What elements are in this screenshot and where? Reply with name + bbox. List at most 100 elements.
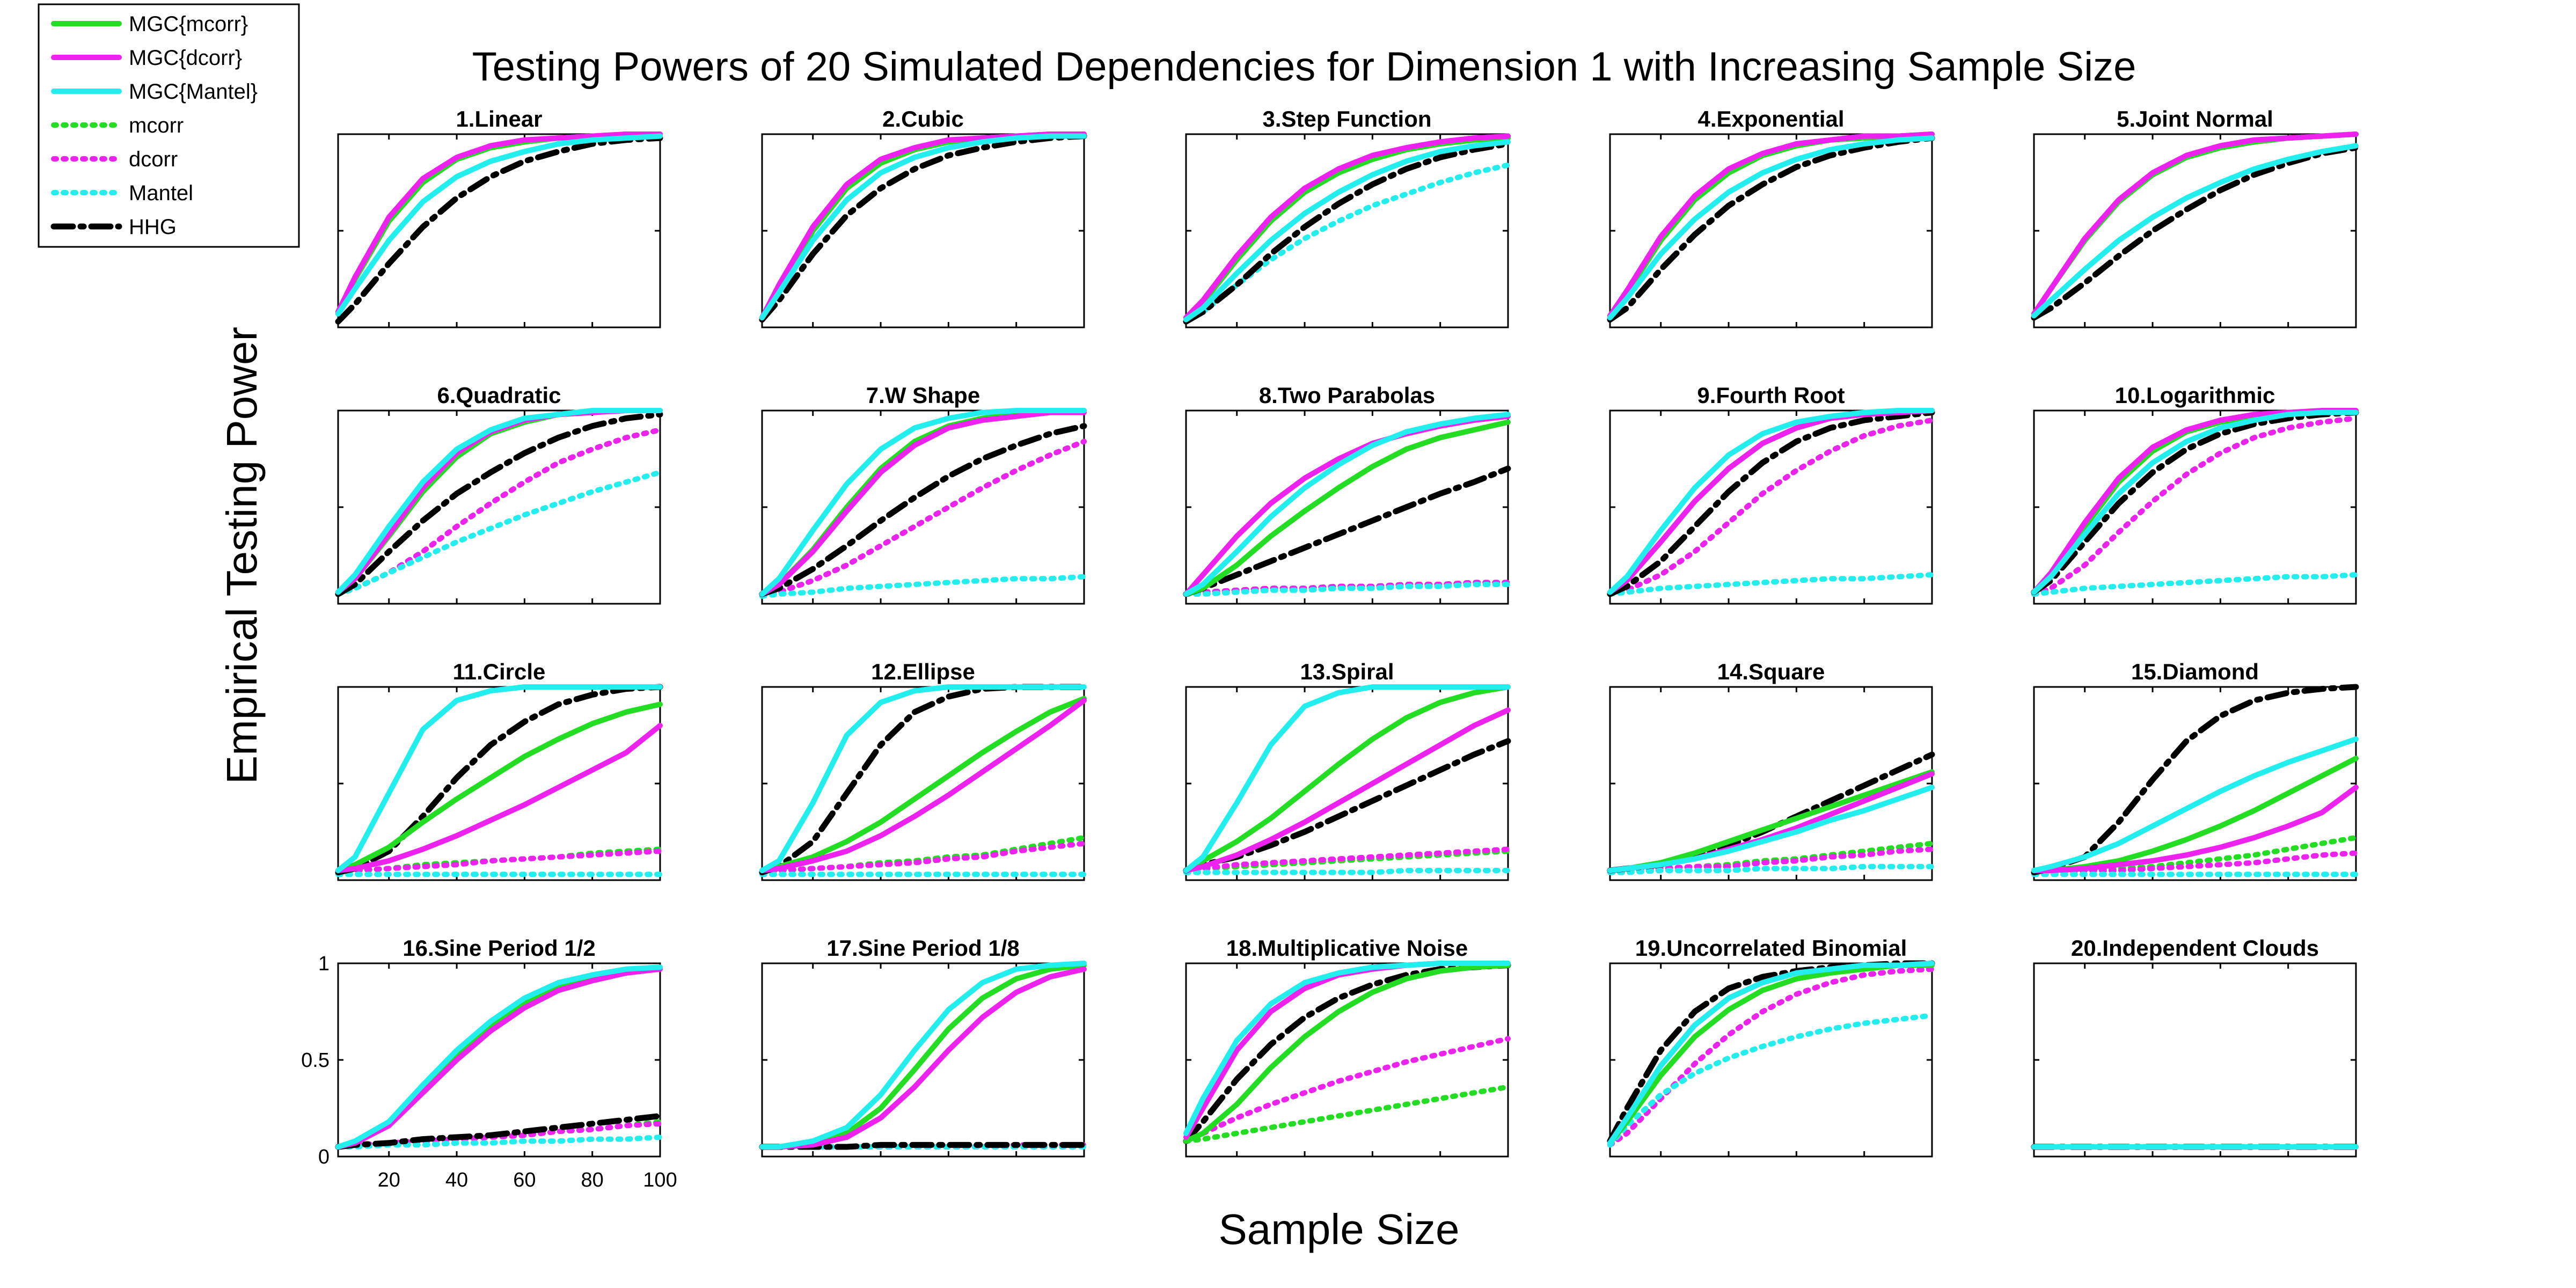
- series-mantel: [1607, 572, 1935, 597]
- series-hhg: [335, 411, 663, 597]
- series-mantel: [759, 574, 1087, 599]
- series-mantel: [2031, 572, 2359, 597]
- series-mgc-mantel: [335, 964, 663, 1150]
- series-hhg: [1183, 465, 1511, 597]
- panel-title: 9.Fourth Root: [1697, 383, 1845, 408]
- series-mgc-dcorr: [2031, 785, 2359, 873]
- legend-item: MGC{mcorr}: [51, 12, 248, 36]
- series-mgc-mantel: [759, 408, 1087, 597]
- series-mgc-mcorr: [335, 701, 663, 873]
- series-mgc-mantel: [335, 684, 663, 873]
- panel-13: 13.Spiral: [1183, 659, 1511, 881]
- series-dcorr: [1183, 1036, 1511, 1144]
- panel-title: 16.Sine Period 1/2: [402, 935, 596, 961]
- series-mgc-dcorr: [1183, 707, 1511, 873]
- series-hhg: [2031, 144, 2359, 321]
- series-mgc-mantel: [2031, 736, 2359, 873]
- series-mgc-mantel: [1183, 139, 1511, 323]
- series-mantel: [335, 470, 663, 597]
- panel-5: 5.Joint Normal: [2031, 106, 2359, 328]
- y-tick-label: 1: [318, 953, 330, 975]
- legend-label: mcorr: [129, 114, 184, 137]
- panel-title: 18.Multiplicative Noise: [1226, 935, 1468, 961]
- legend-label: dcorr: [129, 148, 178, 171]
- series-hhg: [759, 133, 1087, 323]
- series-mgc-mantel: [1607, 408, 1935, 595]
- series-mgc-dcorr: [759, 698, 1087, 873]
- panel-title: 10.Logarithmic: [2115, 383, 2275, 408]
- legend-item: MGC{dcorr}: [51, 46, 242, 70]
- series-mgc-mantel: [759, 684, 1087, 873]
- legend-item: Mantel: [51, 181, 193, 205]
- x-tick-label: 60: [513, 1169, 536, 1191]
- series-dcorr: [759, 840, 1087, 875]
- panel-9: 9.Fourth Root: [1607, 383, 1935, 605]
- panel-3: 3.Step Function: [1183, 106, 1511, 328]
- panel-frame: [2033, 962, 2357, 1158]
- legend-item: HHG: [50, 215, 177, 239]
- panel-frame: [1609, 133, 1933, 328]
- series-hhg: [335, 684, 663, 876]
- panel-title: 8.Two Parabolas: [1259, 383, 1435, 408]
- panel-11: 11.Circle: [335, 659, 663, 881]
- series-mgc-dcorr: [2031, 131, 2359, 317]
- panel-6: 6.Quadratic: [335, 383, 663, 605]
- panel-title: 19.Uncorrelated Binomial: [1635, 935, 1907, 961]
- legend-label: MGC{mcorr}: [129, 12, 248, 36]
- x-tick-label: 20: [378, 1169, 400, 1191]
- figure-title: Testing Powers of 20 Simulated Dependenc…: [472, 44, 2136, 90]
- panel-frame: [2033, 409, 2357, 605]
- series-dcorr: [1607, 418, 1935, 597]
- series-hhg: [335, 1113, 663, 1150]
- panel-title: 12.Ellipse: [871, 659, 975, 684]
- panel-title: 6.Quadratic: [437, 383, 561, 408]
- panel-2: 2.Cubic: [759, 106, 1087, 328]
- series-hhg: [759, 423, 1087, 597]
- series-mgc-mantel: [335, 133, 663, 317]
- series-mgc-mantel: [1183, 961, 1511, 1136]
- x-tick-label: 80: [581, 1169, 604, 1191]
- legend-label: Mantel: [129, 181, 193, 205]
- legend-label: MGC{Mantel}: [129, 80, 258, 104]
- panel-grid: 1.Linear 2.Cubic 3.Step Function 4.Exponent…: [301, 106, 2359, 1191]
- legend-item: mcorr: [51, 114, 184, 137]
- series-mgc-dcorr: [759, 409, 1087, 597]
- series-dcorr: [1183, 846, 1511, 873]
- series-mgc-mantel: [2031, 143, 2359, 319]
- panel-frame: [2033, 133, 2357, 328]
- panel-8: 8.Two Parabolas: [1183, 383, 1511, 605]
- series-dcorr: [759, 438, 1087, 599]
- panel-title: 17.Sine Period 1/8: [826, 935, 1020, 961]
- panel-frame: [337, 133, 661, 328]
- panel-17: 17.Sine Period 1/8: [759, 935, 1087, 1158]
- panel-title: 3.Step Function: [1263, 106, 1432, 131]
- series-mgc-mantel: [1607, 961, 1935, 1146]
- panel-15: 15.Diamond: [2031, 659, 2359, 881]
- series-mantel: [1183, 582, 1511, 597]
- panel-12: 12.Ellipse: [759, 659, 1087, 881]
- x-axis-label: Sample Size: [1218, 1205, 1459, 1253]
- series-mgc-dcorr: [335, 966, 663, 1150]
- panel-10: 10.Logarithmic: [2031, 383, 2359, 605]
- panel-title: 4.Exponential: [1697, 106, 1844, 131]
- series-hhg: [335, 135, 663, 325]
- series-hhg: [1607, 409, 1935, 597]
- x-tick-label: 40: [445, 1169, 468, 1191]
- series-mantel: [1607, 863, 1935, 875]
- series-mgc-dcorr: [335, 723, 663, 873]
- series-hhg: [2031, 409, 2359, 595]
- panel-title: 2.Cubic: [882, 106, 964, 131]
- y-tick-label: 0.5: [301, 1049, 330, 1072]
- panel-14: 14.Square: [1607, 659, 1935, 881]
- series-mantel: [1183, 868, 1511, 875]
- series-mgc-mantel: [335, 408, 663, 595]
- panel-frame: [1185, 686, 1509, 881]
- x-tick-label: 100: [643, 1169, 677, 1191]
- series-mcorr: [1183, 1084, 1511, 1144]
- panel-1: 1.Linear: [335, 106, 663, 328]
- panel-19: 19.Uncorrelated Binomial: [1607, 935, 1935, 1158]
- series-mgc-dcorr: [335, 131, 663, 315]
- panel-20: 20.Independent Clouds: [2031, 935, 2359, 1158]
- series-mgc-mcorr: [1183, 962, 1511, 1144]
